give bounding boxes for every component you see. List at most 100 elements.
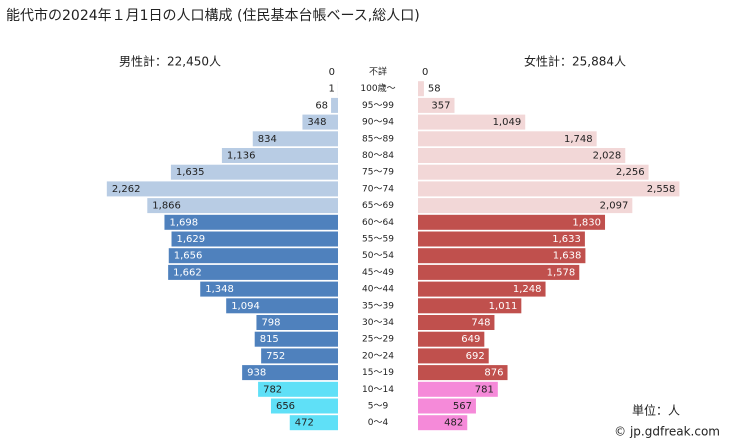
value-label: 2,097 xyxy=(600,201,629,212)
bar xyxy=(258,381,338,397)
bar xyxy=(418,81,424,97)
bar xyxy=(331,97,338,113)
age-label: 65～69 xyxy=(362,201,394,211)
bar xyxy=(221,148,338,163)
bar xyxy=(302,114,338,130)
age-label: 85～89 xyxy=(362,134,394,144)
value-label: 2,558 xyxy=(647,184,676,195)
bar xyxy=(418,298,522,314)
bar xyxy=(418,381,498,397)
bar xyxy=(252,131,338,147)
unit-label: 単位：人 xyxy=(632,403,680,418)
value-label: 58 xyxy=(428,84,441,95)
bar xyxy=(200,281,338,297)
value-label: 834 xyxy=(258,134,277,145)
bar xyxy=(254,331,338,347)
value-label: 1 xyxy=(329,84,335,95)
male-total: 男性計：22,450人 xyxy=(119,54,221,69)
bar xyxy=(418,315,495,330)
value-label: 567 xyxy=(453,401,472,412)
age-label: 60～64 xyxy=(362,218,394,228)
value-label: 752 xyxy=(266,351,285,362)
age-label: 30～34 xyxy=(362,318,394,328)
value-label: 0 xyxy=(422,67,428,78)
bar xyxy=(226,298,338,314)
bar xyxy=(418,114,526,130)
value-label: 1,011 xyxy=(489,301,518,312)
age-label: 40～44 xyxy=(362,285,394,295)
bar xyxy=(418,97,455,113)
value-label: 1,662 xyxy=(173,267,202,278)
value-label: 348 xyxy=(307,117,326,128)
bar xyxy=(418,365,508,381)
age-label: 20～24 xyxy=(362,351,394,361)
bar xyxy=(170,164,338,180)
age-label: 25～29 xyxy=(362,335,394,345)
value-label: 815 xyxy=(260,334,279,345)
value-label: 472 xyxy=(295,418,314,429)
value-label: 1,094 xyxy=(231,301,260,312)
age-label: 10～14 xyxy=(362,385,394,395)
value-label: 1,698 xyxy=(169,217,198,228)
value-label: 782 xyxy=(263,384,282,395)
value-label: 649 xyxy=(461,334,480,345)
age-label: 100歳～ xyxy=(360,82,395,94)
age-label: 70～74 xyxy=(362,184,394,194)
bar xyxy=(418,148,626,163)
bar xyxy=(418,398,476,414)
bar xyxy=(418,415,468,431)
value-label: 2,256 xyxy=(616,167,645,178)
value-label: 1,049 xyxy=(493,117,522,128)
age-label: 95～99 xyxy=(362,101,394,111)
value-label: 1,629 xyxy=(177,234,206,245)
value-label: 1,348 xyxy=(205,284,234,295)
bar xyxy=(418,248,586,264)
bar xyxy=(289,415,338,431)
bar xyxy=(418,131,597,147)
bar xyxy=(418,231,585,247)
age-label: 45～49 xyxy=(362,268,394,278)
value-label: 1,136 xyxy=(227,151,256,162)
bar xyxy=(261,348,338,364)
bar xyxy=(418,348,489,364)
female-total: 女性計：25,884人 xyxy=(524,54,626,69)
age-label: 不詳 xyxy=(369,66,387,78)
value-label: 1,866 xyxy=(152,201,181,212)
bar xyxy=(256,315,338,330)
age-label: 75～79 xyxy=(362,168,394,178)
age-label: 5～9 xyxy=(368,402,389,412)
value-label: 1,248 xyxy=(513,284,542,295)
bar xyxy=(168,248,338,264)
bar xyxy=(106,181,338,197)
value-label: 0 xyxy=(329,67,335,78)
value-label: 798 xyxy=(261,318,280,329)
age-label: 55～59 xyxy=(362,235,394,245)
value-label: 1,638 xyxy=(553,251,582,262)
age-label: 50～54 xyxy=(362,251,394,261)
age-label: 80～84 xyxy=(362,151,394,161)
bar xyxy=(171,231,338,247)
age-label: 90～94 xyxy=(362,118,394,128)
bar xyxy=(270,398,338,414)
bar xyxy=(418,264,580,280)
age-label: 15～19 xyxy=(362,368,394,378)
value-label: 781 xyxy=(475,384,494,395)
value-label: 1,578 xyxy=(547,267,576,278)
value-label: 1,748 xyxy=(564,134,593,145)
bar xyxy=(242,365,338,381)
value-label: 357 xyxy=(431,100,450,111)
bar xyxy=(418,214,606,230)
value-label: 482 xyxy=(444,418,463,429)
value-label: 748 xyxy=(471,318,490,329)
age-label: 35～39 xyxy=(362,301,394,311)
bar xyxy=(418,164,649,180)
bar xyxy=(168,264,338,280)
bar xyxy=(164,214,338,230)
value-label: 2,262 xyxy=(112,184,141,195)
value-label: 68 xyxy=(315,100,328,111)
chart-title: 能代市の2024年１月1日の人口構成 (住民基本台帳ベース,総人口) xyxy=(6,7,420,24)
bar xyxy=(147,198,338,214)
value-label: 2,028 xyxy=(593,151,622,162)
bar xyxy=(418,181,680,197)
